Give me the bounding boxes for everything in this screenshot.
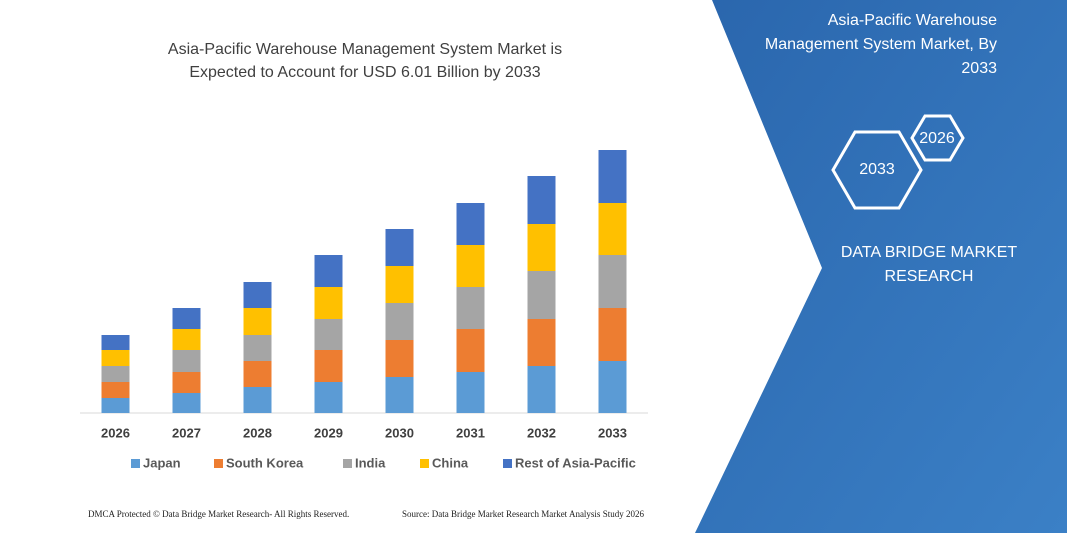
side-panel [695, 0, 1067, 533]
brand-name: DATA BRIDGE MARKET [841, 244, 1018, 261]
x-tick-label: 2030 [385, 425, 414, 440]
legend-label: Rest of Asia-Pacific [515, 455, 636, 470]
bar-segment [314, 350, 343, 382]
x-tick-label: 2026 [101, 425, 130, 440]
bar-segment [243, 361, 272, 387]
bar-segment [385, 377, 414, 413]
legend-swatch [420, 459, 429, 468]
x-tick-label: 2032 [527, 425, 556, 440]
bar-segment [456, 245, 485, 287]
legend-swatch [131, 459, 140, 468]
chart-title: Expected to Account for USD 6.01 Billion… [189, 64, 540, 81]
legend-label: Japan [143, 455, 181, 470]
hexagon [910, 114, 965, 162]
bar-segment [314, 319, 343, 350]
panel-title: Asia-Pacific Warehouse [828, 12, 997, 29]
bar-segment [172, 350, 201, 372]
bar-segment [172, 393, 201, 413]
bar-segment [172, 372, 201, 393]
hexagon [831, 130, 923, 210]
bar-segment [527, 176, 556, 224]
legend-swatch [503, 459, 512, 468]
bar-segment [527, 319, 556, 366]
bar-segment [243, 282, 272, 308]
legend-label: China [432, 455, 469, 470]
footer-note: Source: Data Bridge Market Research Mark… [402, 509, 644, 519]
bar-segment [314, 255, 343, 287]
bar-segment [243, 387, 272, 413]
bar-segment [101, 350, 130, 366]
x-tick-label: 2027 [172, 425, 201, 440]
bar-segment [456, 203, 485, 245]
panel-title: 2033 [961, 60, 997, 77]
x-tick-label: 2033 [598, 425, 627, 440]
legend-label: South Korea [226, 455, 304, 470]
bar-segment [456, 372, 485, 413]
bar-segment [243, 308, 272, 335]
bar-segment [598, 150, 627, 203]
bar-segment [172, 308, 201, 329]
bar-segment [527, 271, 556, 319]
legend-label: India [355, 455, 386, 470]
bar-segment [243, 335, 272, 361]
bar-segment [598, 308, 627, 361]
bar-segment [314, 287, 343, 319]
bar-segment [101, 382, 130, 398]
bar-segment [385, 266, 414, 303]
chart-title: Asia-Pacific Warehouse Management System… [168, 41, 562, 58]
bar-segment [385, 229, 414, 266]
bar-segment [385, 340, 414, 377]
bar-segment [527, 224, 556, 271]
bar-segment [101, 335, 130, 350]
bar-segment [456, 329, 485, 372]
x-tick-label: 2029 [314, 425, 343, 440]
bar-segment [101, 366, 130, 382]
bar-segment [385, 303, 414, 340]
legend-swatch [214, 459, 223, 468]
bar-segment [172, 329, 201, 350]
legend-swatch [343, 459, 352, 468]
bar-segment [101, 398, 130, 413]
bar-segment [598, 255, 627, 308]
x-tick-label: 2028 [243, 425, 272, 440]
hexagon-label: 2026 [919, 130, 955, 147]
bar-segment [527, 366, 556, 413]
bar-segment [598, 203, 627, 255]
brand-name: RESEARCH [885, 268, 974, 285]
hexagon-label: 2033 [859, 161, 895, 178]
footer-note: DMCA Protected © Data Bridge Market Rese… [88, 509, 349, 519]
bar-segment [456, 287, 485, 329]
bar-segment [598, 361, 627, 413]
panel-title: Management System Market, By [765, 36, 997, 53]
x-tick-label: 2031 [456, 425, 485, 440]
bar-segment [314, 382, 343, 413]
